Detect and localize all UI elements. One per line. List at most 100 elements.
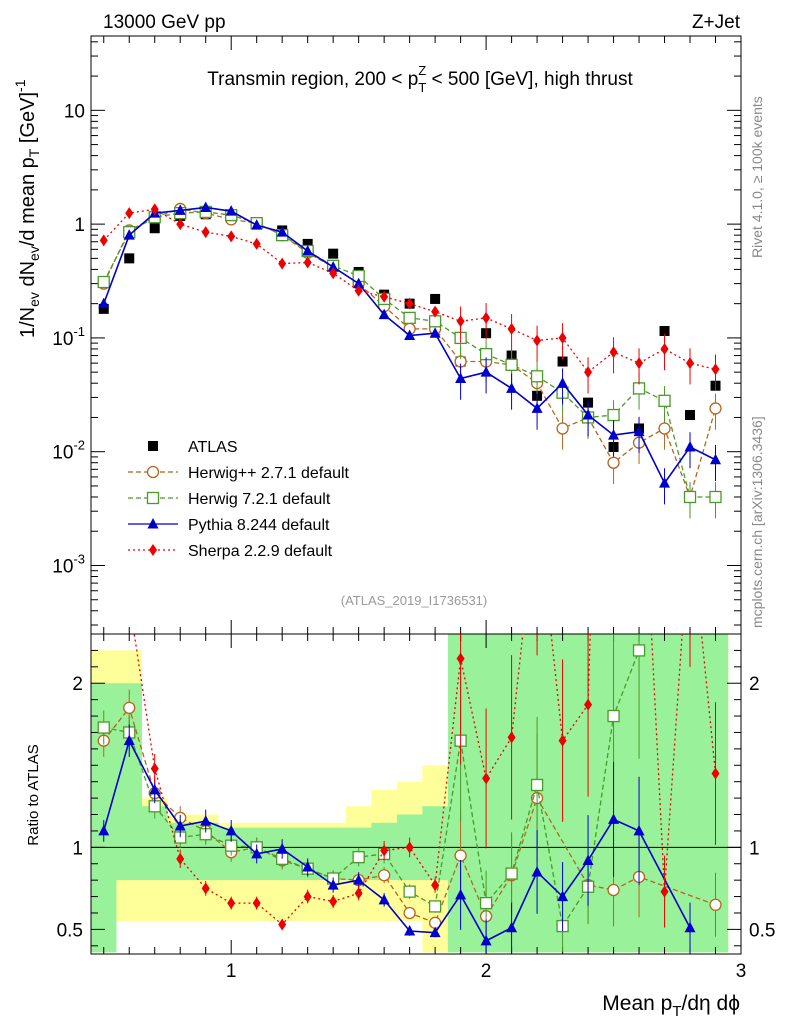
legend-marker xyxy=(147,518,159,529)
band-inner xyxy=(91,634,729,953)
ratio-point xyxy=(100,365,108,377)
data-point xyxy=(176,218,185,231)
header-left: 13000 GeV pp xyxy=(103,12,226,33)
ratio-point xyxy=(482,772,491,785)
data-point xyxy=(455,372,467,383)
ratio-point xyxy=(149,783,161,795)
ratio-point xyxy=(201,882,210,895)
ratio-point xyxy=(479,896,493,910)
ratio-point xyxy=(530,778,544,792)
data-point xyxy=(557,377,569,388)
ratio-point xyxy=(632,644,646,657)
ratio-y-axis-label: Ratio to ATLAS xyxy=(25,744,42,845)
mcplots-label: mcplots.cern.ch [arXiv:1306.3436] xyxy=(749,416,765,628)
ratio-point xyxy=(303,890,312,903)
data-point xyxy=(429,327,441,338)
data-point xyxy=(507,322,516,335)
ratio-y-tick-label-right: 0.5 xyxy=(749,920,775,941)
legend-marker xyxy=(146,491,160,505)
data-point xyxy=(98,297,110,309)
data-point xyxy=(480,366,492,377)
data-point xyxy=(99,234,108,247)
legend-label: Pythia 8.244 default xyxy=(188,517,330,534)
legend-marker xyxy=(148,441,158,451)
legend-item-data: ATLAS xyxy=(148,439,238,456)
data-point xyxy=(431,305,440,318)
ratio-point xyxy=(608,813,620,824)
ratio-point xyxy=(533,497,541,509)
data-point xyxy=(405,297,414,310)
y-tick-label: 10-2 xyxy=(52,438,85,464)
data-point xyxy=(276,226,288,237)
ratio-point xyxy=(507,731,516,744)
data-point xyxy=(403,311,416,325)
y-tick-label: 10-3 xyxy=(52,551,85,577)
ratio-point xyxy=(506,921,518,933)
ratio-y-tick-label: 1 xyxy=(72,838,83,859)
legend-label: Herwig++ 2.7.1 default xyxy=(188,465,350,482)
ratio-uncertainty-band xyxy=(91,634,729,953)
data-point xyxy=(97,275,110,289)
ratio-line xyxy=(103,706,716,924)
y-tick-label: 10 xyxy=(64,101,85,122)
data-point xyxy=(251,219,263,230)
data-point xyxy=(533,334,542,347)
data-point xyxy=(430,293,441,304)
series-sherpa xyxy=(99,203,720,394)
ratio-point xyxy=(200,815,212,826)
ratio-point xyxy=(125,595,133,607)
data-point xyxy=(354,284,363,297)
data-point xyxy=(125,207,134,220)
data-point xyxy=(684,440,696,452)
data-point xyxy=(582,409,594,420)
data-point xyxy=(660,342,669,355)
ratio-point xyxy=(557,890,569,902)
data-point xyxy=(353,277,365,289)
data-point xyxy=(556,422,569,435)
ratio-point xyxy=(123,701,136,714)
data-point xyxy=(505,358,518,371)
ratio-point xyxy=(505,867,518,880)
main-y-axis-label: 1/Nev dNev/d mean pT [GeV]-1 xyxy=(12,79,42,338)
ratio-point xyxy=(225,839,238,852)
data-point xyxy=(608,429,620,440)
data-point xyxy=(557,356,568,367)
ratio-point xyxy=(403,885,416,898)
data-point xyxy=(201,226,210,239)
data-point xyxy=(124,253,135,264)
data-point xyxy=(327,260,339,272)
data-point xyxy=(558,331,567,344)
ratio-point xyxy=(709,898,722,911)
data-point xyxy=(98,303,109,314)
ratio-point xyxy=(380,844,389,857)
ratio-point xyxy=(98,824,110,836)
data-point xyxy=(709,402,722,415)
y-tick-label: 1 xyxy=(74,215,85,236)
data-point xyxy=(328,248,339,259)
data-point xyxy=(404,329,416,340)
data-point xyxy=(531,402,543,413)
ratio-point xyxy=(455,888,467,900)
data-point xyxy=(685,410,696,421)
chart-watermark: (ATLAS_2019_I1736531) xyxy=(341,593,487,608)
data-point xyxy=(174,204,186,215)
data-point xyxy=(123,229,135,240)
ratio-point xyxy=(377,869,391,882)
legend-marker xyxy=(146,465,160,479)
legend-label: Herwig 7.2.1 default xyxy=(188,491,331,508)
ratio-point xyxy=(378,893,390,905)
ratio-point xyxy=(584,698,593,711)
ratio-point xyxy=(227,897,236,910)
data-point xyxy=(607,456,620,469)
ratio-point xyxy=(352,851,365,864)
ratio-point xyxy=(353,874,365,885)
ratio-point xyxy=(454,849,467,862)
data-point xyxy=(609,346,618,359)
data-point xyxy=(150,203,159,216)
ratio-plot-frame xyxy=(90,633,742,955)
y-tick-label: 10-1 xyxy=(52,324,85,350)
data-point xyxy=(658,422,671,435)
ratio-point xyxy=(633,824,645,836)
